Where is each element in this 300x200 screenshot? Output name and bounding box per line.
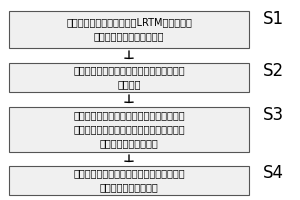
Text: 将石英编制体用瓷化树脂进行浸渍，得到防
热层坯体: 将石英编制体用瓷化树脂进行浸渍，得到防 热层坯体 bbox=[73, 65, 185, 89]
Text: S3: S3 bbox=[262, 106, 284, 123]
Text: 将所述防热层坯体中所述石英编制体与所述
预固化隔热层坯体中的所述石英针刺毡进行
缝合，得到防隔热坯体: 将所述防热层坯体中所述石英编制体与所述 预固化隔热层坯体中的所述石英针刺毡进行 … bbox=[73, 110, 185, 148]
Text: 将隔热层的石英针刺毡进行LRTM注胶和预固
化，得到预固化隔热层坯体: 将隔热层的石英针刺毡进行LRTM注胶和预固 化，得到预固化隔热层坯体 bbox=[66, 17, 192, 41]
FancyBboxPatch shape bbox=[9, 62, 249, 92]
FancyBboxPatch shape bbox=[9, 10, 249, 47]
Text: S4: S4 bbox=[262, 164, 284, 182]
Text: S2: S2 bbox=[262, 62, 284, 79]
FancyBboxPatch shape bbox=[9, 106, 249, 152]
Text: 将所述防隔热坯体进行全固化和干燥后处理
，得到防隔热复合材料: 将所述防隔热坯体进行全固化和干燥后处理 ，得到防隔热复合材料 bbox=[73, 168, 185, 192]
Text: S1: S1 bbox=[262, 9, 284, 27]
FancyBboxPatch shape bbox=[9, 166, 249, 194]
